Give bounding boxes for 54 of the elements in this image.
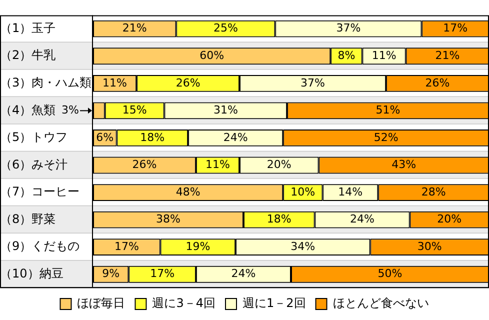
data-label: 24% bbox=[223, 130, 248, 144]
legend-label: 週に3－4回 bbox=[152, 296, 216, 310]
data-label: 17% bbox=[443, 22, 468, 35]
y-tick-label: （2）牛乳 bbox=[0, 48, 56, 62]
data-label: 8% bbox=[338, 48, 356, 62]
y-tick-label: （1）玉子 bbox=[0, 20, 56, 35]
data-label: 60% bbox=[200, 48, 224, 62]
data-label: 10% bbox=[290, 185, 316, 198]
data-label: 43% bbox=[392, 158, 416, 172]
data-label: 11% bbox=[372, 48, 396, 62]
data-label: 38% bbox=[156, 212, 180, 226]
legend-label: 週に1－2回 bbox=[242, 296, 306, 310]
data-label: 18% bbox=[140, 130, 165, 144]
y-tick-label: （9）くだもの bbox=[0, 239, 80, 254]
data-label: 26% bbox=[132, 158, 157, 172]
data-label: 17% bbox=[114, 240, 139, 253]
data-label: 19% bbox=[186, 240, 210, 253]
data-label: 51% bbox=[376, 104, 400, 117]
data-label: 21% bbox=[435, 48, 460, 62]
y-tick-label: （4）魚類 bbox=[0, 102, 56, 117]
data-label: 31% bbox=[213, 104, 238, 117]
data-label: 25% bbox=[213, 22, 238, 35]
legend-label: ほぼ毎日 bbox=[77, 296, 126, 310]
data-label: 14% bbox=[338, 185, 363, 198]
data-label: 21% bbox=[122, 22, 147, 35]
data-label: 20% bbox=[437, 212, 462, 226]
data-label: 3% bbox=[62, 104, 79, 117]
data-label: 26% bbox=[176, 76, 200, 90]
data-label: 15% bbox=[122, 104, 147, 117]
data-label: 6% bbox=[96, 130, 114, 144]
data-label: 30% bbox=[417, 240, 442, 253]
data-label: 37% bbox=[300, 76, 326, 90]
data-label: 48% bbox=[176, 185, 200, 198]
y-tick-label: （5）トウフ bbox=[0, 130, 68, 144]
legend-label: ほとんど食べない bbox=[332, 296, 429, 310]
y-tick-label: （8）野菜 bbox=[0, 212, 56, 226]
y-tick-label: （3）肉・ハム類 bbox=[0, 76, 92, 90]
y-tick-label: （6）みそ汁 bbox=[0, 157, 68, 172]
data-label: 17% bbox=[150, 267, 175, 280]
data-label: 11% bbox=[102, 76, 128, 90]
data-label: 26% bbox=[425, 76, 450, 90]
data-label: 37% bbox=[336, 22, 361, 35]
data-label: 24% bbox=[350, 212, 375, 226]
data-label: 11% bbox=[206, 158, 230, 172]
data-label: 50% bbox=[378, 267, 402, 280]
data-label: 34% bbox=[290, 240, 316, 253]
data-label: 28% bbox=[421, 185, 446, 198]
data-label: 9% bbox=[102, 267, 120, 280]
data-label: 18% bbox=[266, 212, 292, 226]
data-label: 24% bbox=[231, 267, 256, 280]
y-tick-label: （10）納豆 bbox=[0, 266, 64, 280]
data-label: 52% bbox=[374, 130, 398, 144]
y-tick-label: （7）コーヒー bbox=[0, 184, 80, 199]
data-label: 20% bbox=[266, 158, 292, 172]
